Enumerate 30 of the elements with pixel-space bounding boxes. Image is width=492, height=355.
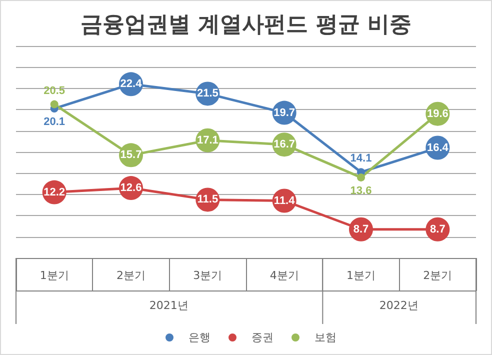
data-label: 16.7 [274, 138, 296, 151]
x-tick-label: 2분기 [423, 269, 452, 282]
data-label: 22.4 [120, 78, 143, 90]
text: 2021년 [149, 299, 188, 312]
data-label: 16.4 [426, 142, 450, 154]
legend-label: 은행 [188, 331, 210, 344]
data-label: 12.2 [44, 186, 66, 198]
data-label: 19.6 [426, 108, 448, 120]
chart-title: 금융업권별 계열사펀드 평균 비중 [80, 12, 412, 38]
data-label: 20.1 [44, 116, 66, 128]
x-tick-label: 2분기 [116, 269, 146, 282]
x-tick-label: 4분기 [270, 269, 299, 282]
data-label: 8.7 [353, 223, 369, 236]
legend-label: 보험 [314, 331, 336, 344]
data-label: 11.5 [197, 194, 218, 206]
data-label: 8.7 [430, 223, 446, 236]
data-label: 20.5 [44, 84, 66, 97]
data-label: 13.6 [350, 184, 372, 197]
data-label: 15.7 [120, 149, 142, 162]
data-label: 21.5 [196, 88, 218, 100]
data-label: 12.6 [120, 182, 142, 194]
x-tick-label: 1분기 [346, 269, 376, 282]
data-label: 14.1 [350, 152, 372, 165]
text: 2022년 [379, 299, 418, 312]
legend-label: 증권 [252, 331, 274, 344]
x-tick-label: 1분기 [40, 269, 69, 282]
data-label: 17.1 [196, 134, 218, 146]
x-tick-label: 3분기 [193, 269, 222, 282]
data-label: 19.7 [274, 106, 296, 119]
data-label: 11.4 [274, 194, 296, 207]
